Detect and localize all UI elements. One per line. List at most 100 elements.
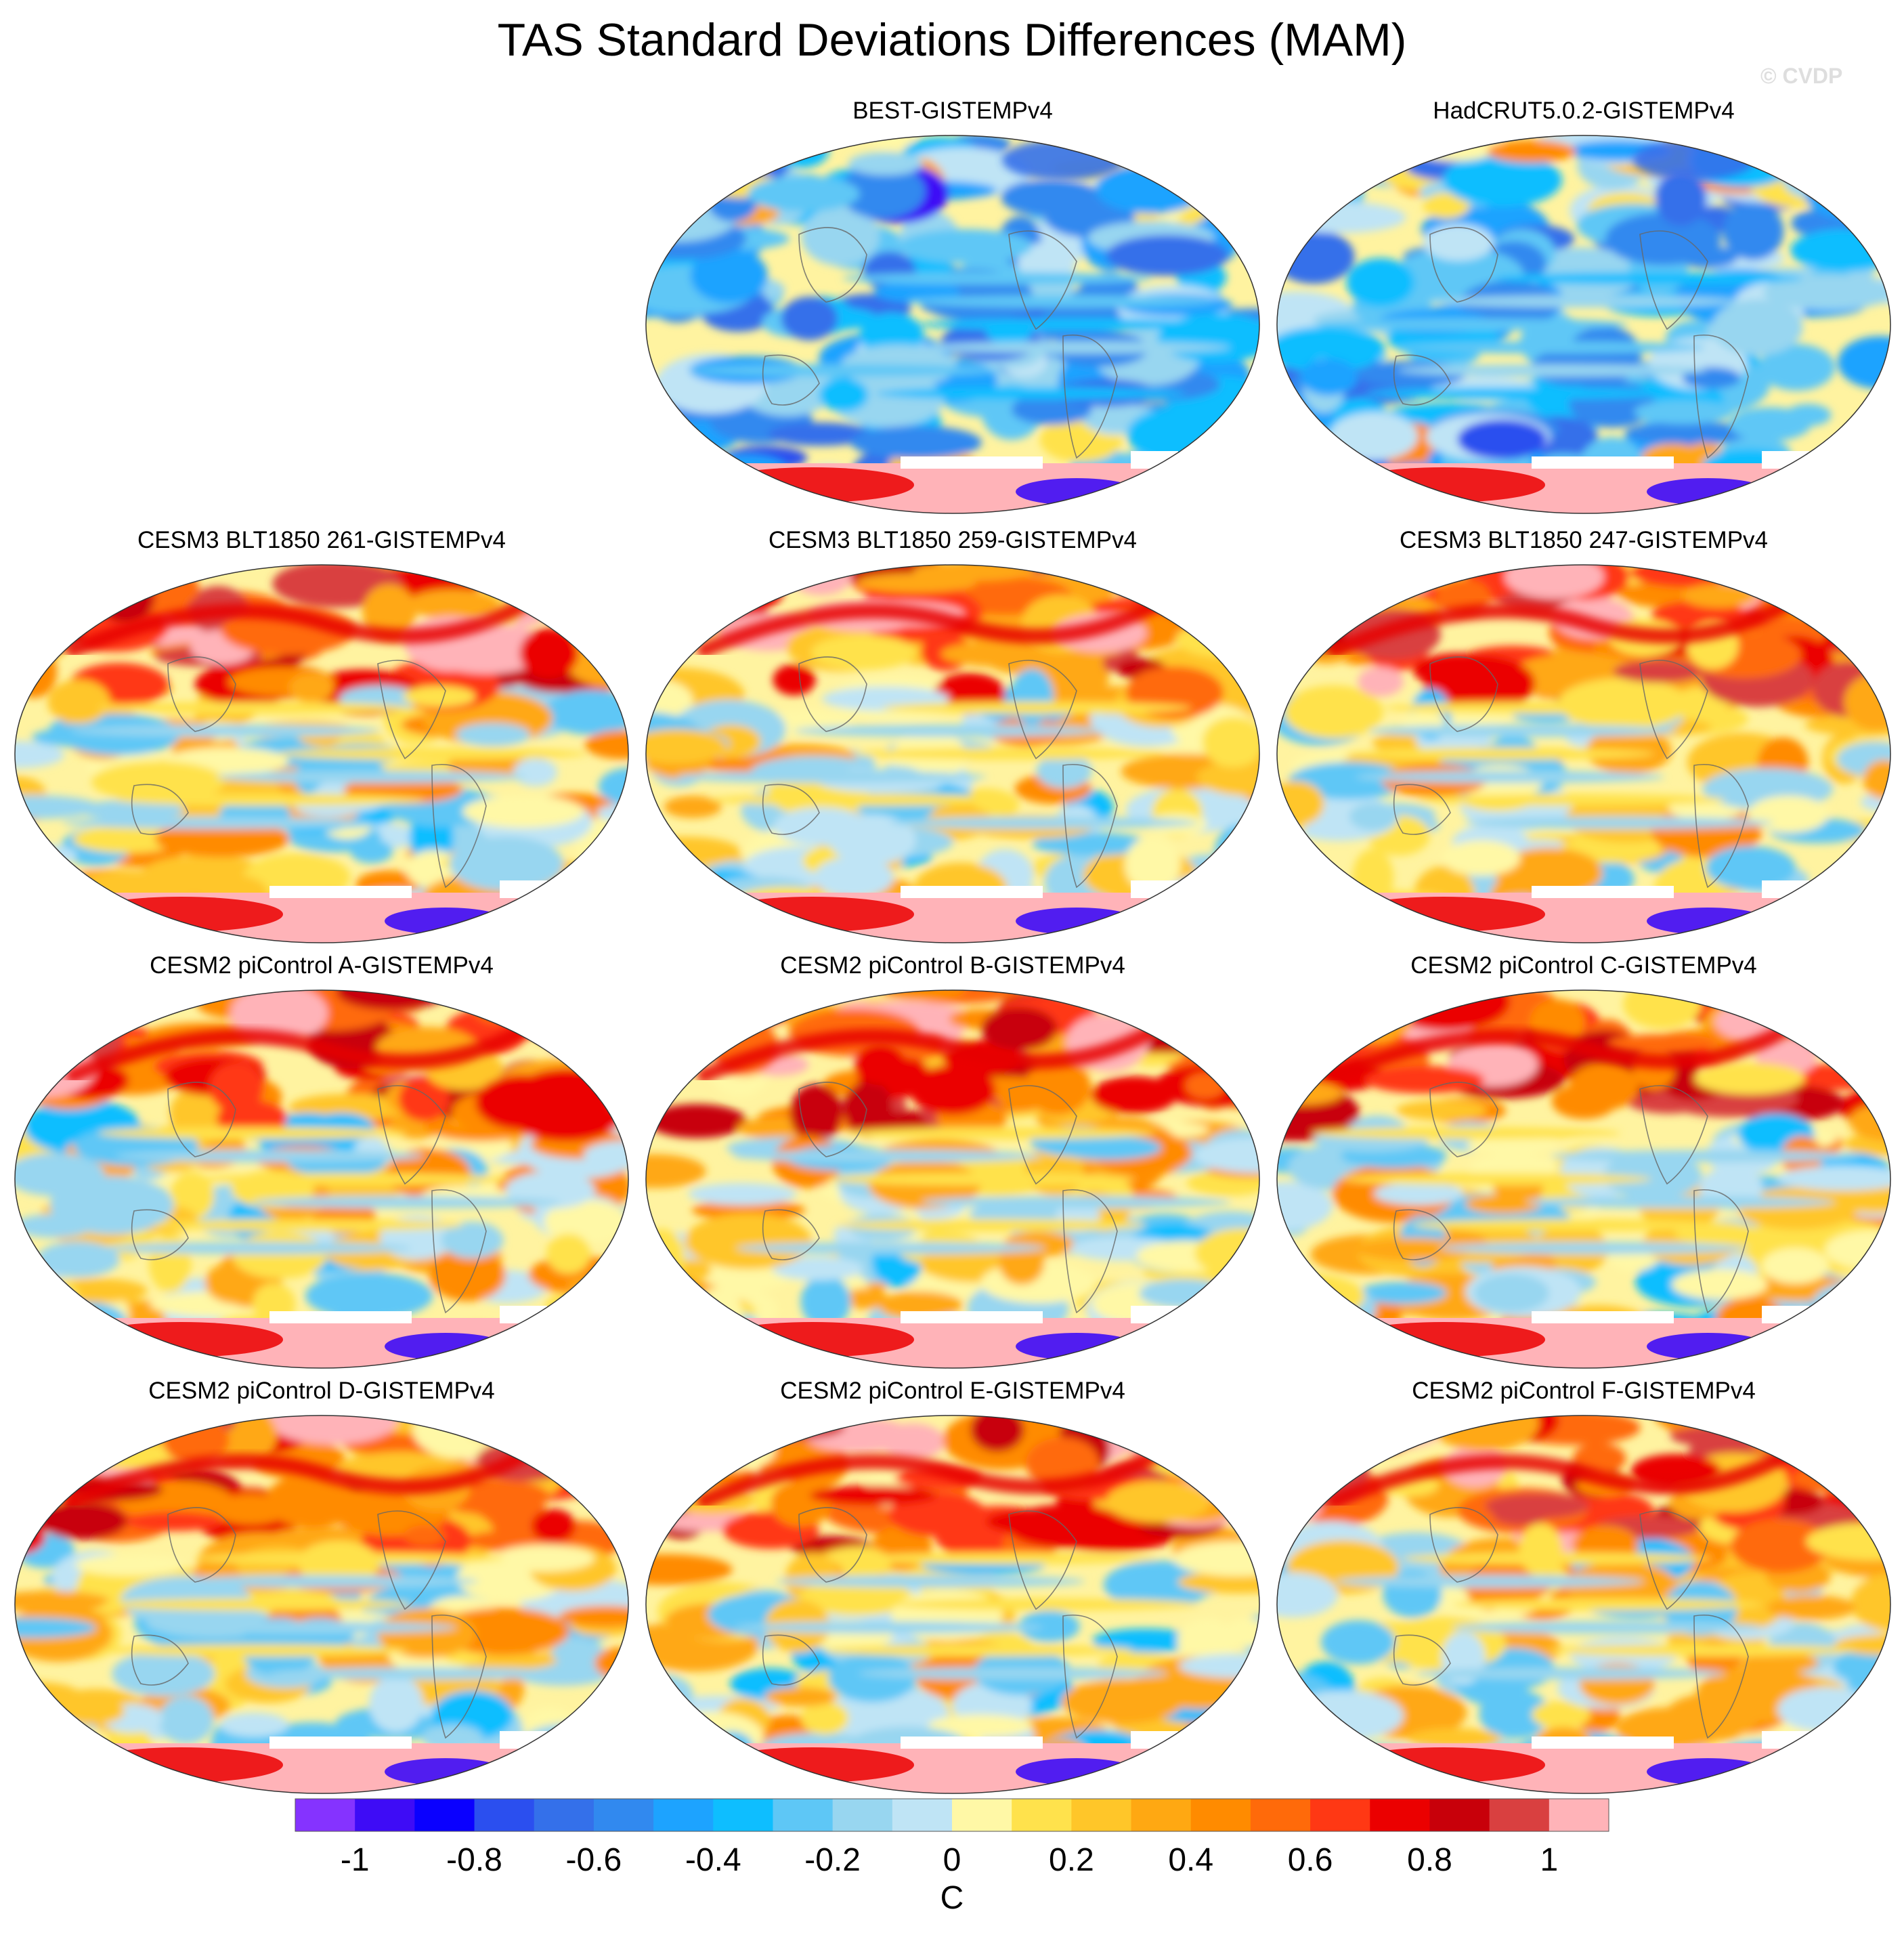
- coastline: [167, 1082, 236, 1157]
- anomaly-patch: [646, 1154, 706, 1189]
- anomaly-patch: [28, 1300, 127, 1342]
- antarctic-warm: [1342, 1747, 1545, 1783]
- anomaly-band: [875, 387, 1186, 400]
- missing-data: [1532, 1311, 1674, 1323]
- colorbar-swatch: [1489, 1799, 1550, 1831]
- anomaly-band: [70, 725, 381, 737]
- anomaly-patch: [646, 1748, 738, 1789]
- anomaly-patch: [1325, 1415, 1419, 1454]
- anomaly-patch: [1106, 235, 1229, 276]
- anomaly-patch: [764, 1687, 837, 1707]
- map-canvas: [1276, 135, 1891, 514]
- anomaly-patch: [1718, 490, 1811, 512]
- anomaly-band: [1367, 725, 1677, 737]
- anomaly-patch: [1794, 1315, 1844, 1350]
- anomaly-band: [102, 1241, 412, 1254]
- anomaly-patch: [1655, 170, 1707, 226]
- anomaly-patch: [72, 826, 183, 853]
- anomaly-patch: [665, 1259, 712, 1281]
- anomaly-patch: [1374, 1182, 1464, 1206]
- anomaly-band: [882, 702, 1192, 715]
- anomaly-patch: [1712, 299, 1803, 356]
- colorbar-tick-label: -0.4: [685, 1842, 741, 1878]
- colorbar-tick-label: 0.2: [1049, 1842, 1094, 1878]
- anomaly-patch: [1850, 990, 1890, 1034]
- coastline: [431, 1189, 487, 1314]
- anomaly-patch: [544, 1199, 628, 1245]
- anomaly-band: [907, 295, 1217, 307]
- anomaly-patch: [683, 135, 751, 169]
- anomaly-patch: [1569, 380, 1656, 428]
- anomaly-band: [837, 1218, 1147, 1231]
- anomaly-patch: [553, 577, 602, 633]
- coastline: [1639, 230, 1708, 331]
- anomaly-band: [1546, 1644, 1857, 1657]
- anomaly-patch: [15, 908, 142, 937]
- map-canvas: [645, 989, 1260, 1369]
- anomaly-patch: [1473, 1273, 1549, 1313]
- anomaly-patch: [1202, 717, 1259, 767]
- missing-data: [901, 1311, 1043, 1323]
- anomaly-patch: [1193, 160, 1259, 190]
- anomaly-patch: [1024, 1058, 1091, 1115]
- anomaly-patch: [646, 1415, 710, 1464]
- anomaly-patch: [1305, 1415, 1379, 1449]
- colorbar-swatch: [653, 1799, 714, 1831]
- anomaly-patch: [1757, 917, 1868, 941]
- anomaly-patch: [1767, 1595, 1856, 1620]
- anomaly-patch: [112, 1650, 215, 1697]
- anomaly-band: [1341, 1173, 1651, 1185]
- map-canvas: [645, 564, 1260, 943]
- map-canvas: [14, 1415, 629, 1794]
- anomaly-patch: [1798, 483, 1889, 513]
- antarctic-strip: [1277, 1306, 1890, 1368]
- anomaly-band: [1318, 318, 1628, 331]
- anomaly-patch: [646, 1321, 708, 1368]
- colorbar-swatch: [1549, 1799, 1609, 1831]
- anomaly-patch: [1843, 608, 1890, 633]
- anomaly-patch: [1205, 1439, 1248, 1494]
- antarctic-field: [646, 1318, 1259, 1368]
- colorbar-swatch: [713, 1799, 773, 1831]
- anomaly-patch: [1682, 583, 1756, 608]
- anomaly-patch: [1129, 1339, 1221, 1368]
- antarctic-strip: [646, 1731, 1259, 1793]
- anomaly-patch: [1671, 1269, 1768, 1300]
- coastline: [1429, 656, 1498, 732]
- anomaly-patch: [659, 1317, 702, 1368]
- panel-title: CESM2 piControl A-GISTEMPv4: [150, 952, 494, 979]
- anomaly-patch: [985, 645, 1104, 677]
- anomaly-patch: [814, 856, 894, 898]
- anomaly-patch: [494, 914, 537, 943]
- anomaly-patch: [45, 1318, 142, 1368]
- anomaly-patch: [525, 1723, 627, 1755]
- anomaly-patch: [1349, 480, 1426, 505]
- missing-data: [1762, 451, 1809, 469]
- anomaly-patch: [829, 814, 916, 865]
- anomaly-patch: [1760, 990, 1878, 1022]
- anomaly-patch: [771, 1480, 832, 1527]
- map-panel: CESM2 piControl E-GISTEMPv4: [643, 1376, 1262, 1796]
- map-canvas: [1276, 1415, 1891, 1794]
- anomaly-band: [97, 702, 407, 715]
- antarctic-warm: [711, 467, 914, 503]
- anomaly-patch: [646, 932, 721, 943]
- anomaly-patch: [646, 1767, 722, 1791]
- anomaly-patch: [1777, 1166, 1890, 1191]
- anomaly-patch: [1840, 1415, 1890, 1444]
- map-canvas: [14, 989, 629, 1369]
- anomaly-band: [1428, 295, 1738, 307]
- anomaly-band: [733, 1621, 1043, 1634]
- anomaly-patch: [1569, 1063, 1639, 1111]
- panel-title: CESM2 piControl D-GISTEMPv4: [148, 1378, 495, 1404]
- anomaly-patch: [1277, 895, 1303, 917]
- anomaly-patch: [482, 916, 597, 943]
- anomaly-band: [1383, 702, 1693, 715]
- anomaly-patch: [798, 1580, 915, 1616]
- panel-title: CESM2 piControl B-GISTEMPv4: [780, 952, 1125, 979]
- anomaly-patch: [58, 565, 151, 583]
- anomaly-patch: [1102, 565, 1188, 597]
- anomaly-patch: [856, 573, 976, 593]
- colorbar-tick-label: 0: [943, 1842, 961, 1878]
- anomaly-patch: [1187, 1733, 1246, 1756]
